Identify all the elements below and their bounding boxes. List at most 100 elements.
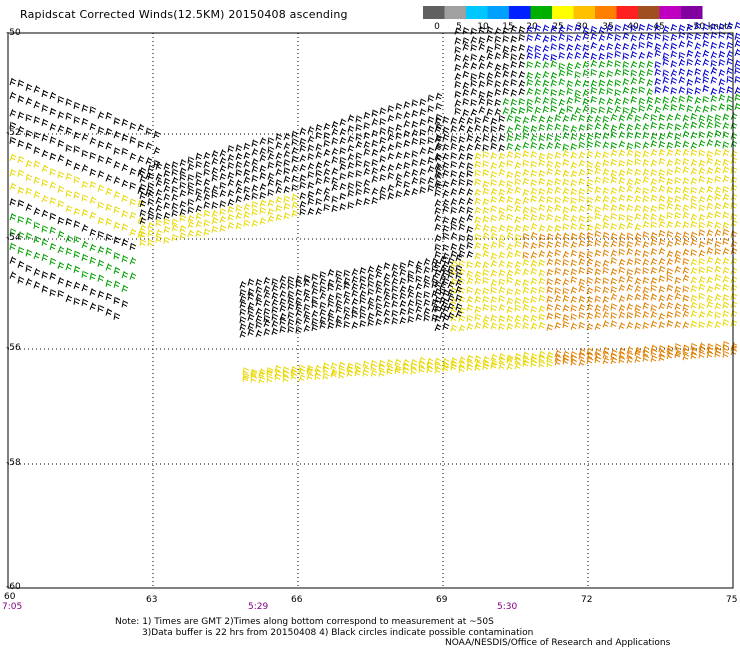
wind-barb [49,257,57,265]
wind-barb [9,77,17,86]
wind-barb [155,235,163,243]
wind-barb [482,134,490,142]
wind-barb [490,205,498,213]
wind-barb [514,233,522,242]
wind-barb [690,309,698,318]
wind-barb [710,51,718,59]
wind-barb [698,195,706,204]
wind-barb [490,304,498,312]
wind-barb [550,60,558,68]
wind-barb [506,159,514,167]
wind-barb [311,310,319,318]
wind-barb [335,292,343,300]
wind-barb [403,101,411,109]
wind-barb [690,320,698,328]
wind-barb [327,268,335,277]
wind-barb [439,265,447,273]
wind-barb [698,249,706,257]
wind-barb [474,260,482,269]
wind-barb [113,130,121,139]
wind-barb [203,228,211,236]
wind-barb [706,121,714,129]
wind-barb [73,191,81,199]
wind-barb [323,159,331,167]
wind-barb [315,169,323,177]
wind-barb [690,167,698,175]
wind-barb [235,144,243,152]
wind-barb [411,159,419,167]
wind-barb [235,161,243,169]
wind-barb [466,213,474,222]
wind-barb [458,197,466,205]
wind-barb [137,123,145,132]
wind-barb [714,120,722,129]
wind-barb [179,173,187,181]
wind-barb [554,358,562,366]
wind-barb [530,314,538,322]
wind-barb [378,363,386,372]
wind-barb [474,152,482,160]
wind-barb [502,63,510,71]
wind-barb [355,133,363,141]
wind-barb [478,36,486,44]
wind-barb [339,147,347,155]
wind-barb [510,89,518,97]
wind-barb [490,286,498,294]
wind-barb [490,361,498,369]
wind-barb [730,122,738,130]
wind-barb [698,221,706,229]
wind-barb [395,162,403,171]
wind-barb [650,169,658,177]
wind-barb [686,58,694,66]
wind-barb [630,34,638,42]
lon-label-72: 72 [581,595,593,605]
wind-barb [219,215,227,223]
wind-barb [25,142,33,150]
wind-barb [187,214,195,223]
wind-barb [530,359,538,367]
wind-barb [690,301,698,309]
wind-barb [618,203,626,212]
wind-barb [81,104,89,112]
wind-barb [129,136,137,144]
wind-barb [686,32,694,40]
wind-barb [714,311,722,319]
wind-barb [179,232,187,240]
wind-barb [734,48,740,57]
wind-barb [698,121,706,129]
legend-label: 20 [526,22,538,32]
wind-barb [434,357,442,365]
wind-barb [654,86,662,94]
wind-barb [105,247,113,255]
legend-swatch [487,6,509,19]
wind-barb [594,249,602,257]
legend-label: 40 [627,22,639,32]
wind-barb [618,295,626,303]
wind-barb [650,148,658,157]
wind-barb [710,23,718,31]
wind-barb [195,171,203,179]
wind-barb [682,231,690,239]
wind-barb [674,203,682,211]
wind-barb [379,186,387,194]
wind-barb [542,87,550,95]
wind-barb [642,276,650,285]
wind-barb [434,117,442,125]
wind-barb [431,257,439,266]
wind-barb [466,117,474,125]
wind-barb [474,188,482,197]
wind-barb [682,266,690,274]
wind-barb [466,363,474,371]
wind-barb [526,45,534,53]
wind-barb [542,70,550,79]
wind-barb [538,123,546,132]
wind-barb [431,305,439,313]
wind-barb [586,347,594,355]
wind-barb [462,43,470,51]
wind-barb [482,295,490,303]
wind-barb [562,124,570,132]
wind-barb [626,194,634,203]
wind-barb [251,219,259,227]
wind-barb [618,258,626,266]
wind-barb [195,187,203,196]
